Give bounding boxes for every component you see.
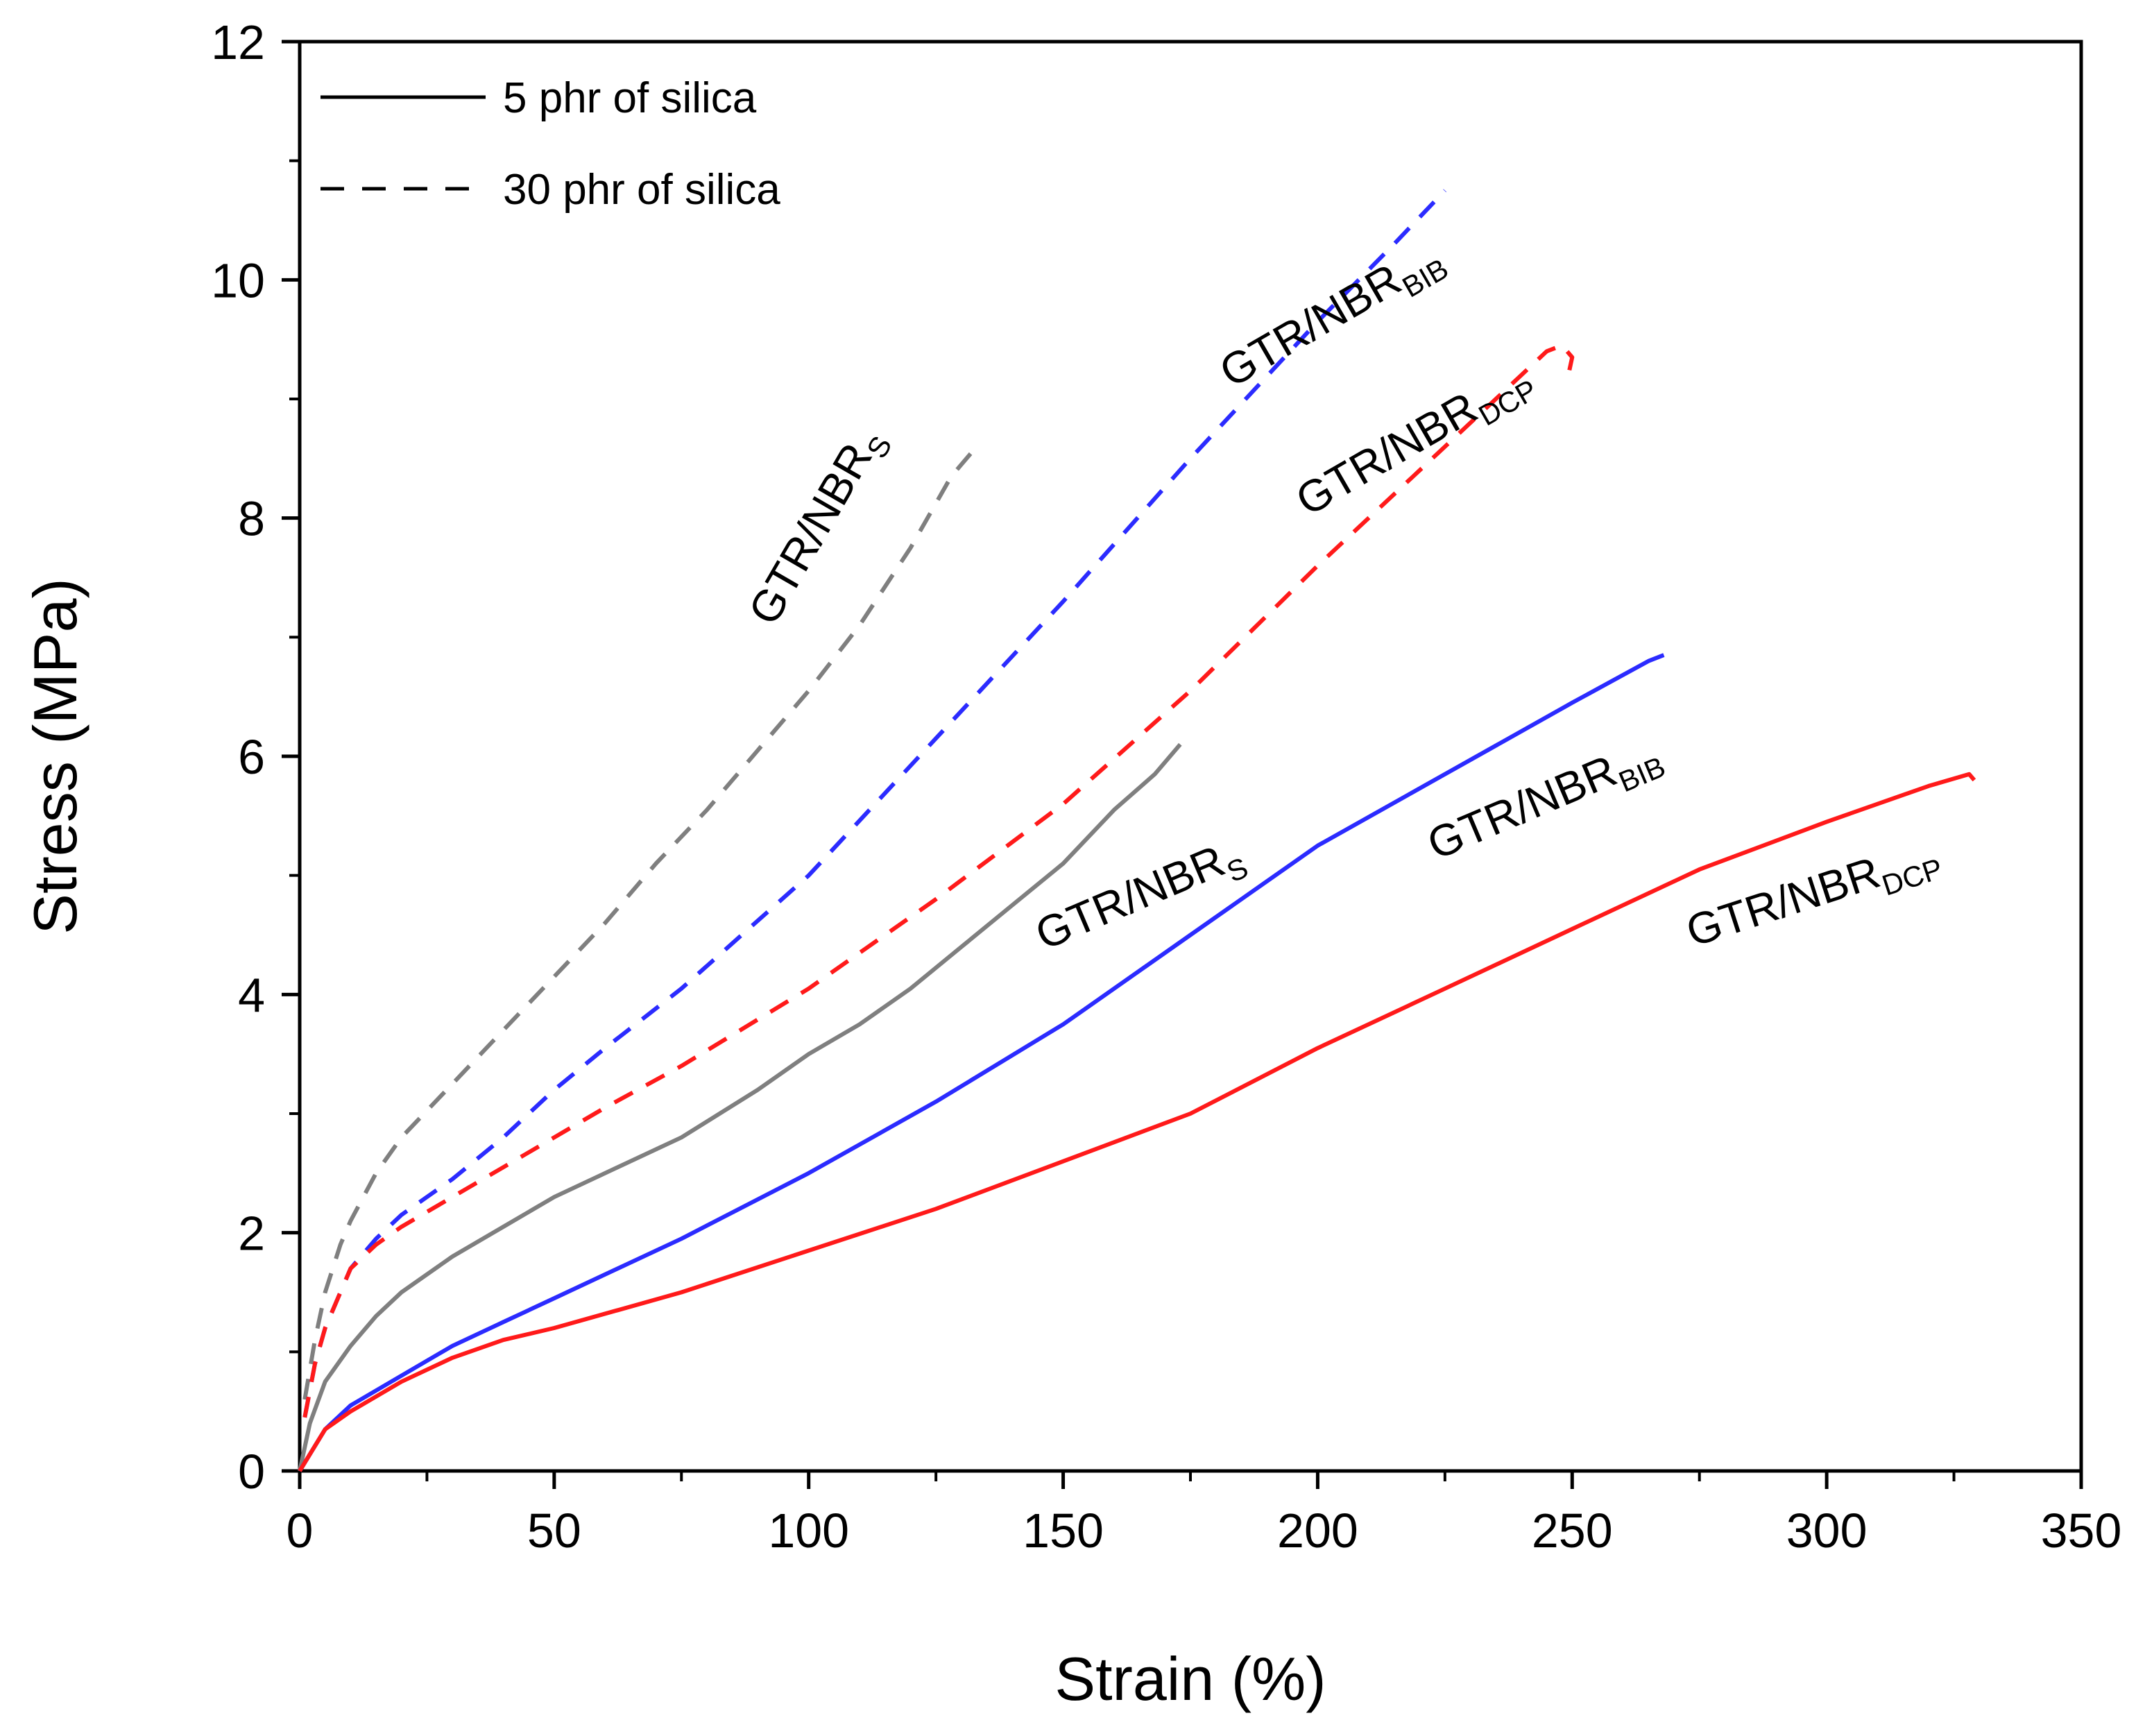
axis-tick-labels: 0 50 100 150 200 250 300 350 0 2 4 6 8 10 12 — [211, 15, 2121, 1558]
label-dash-gray: GTR/NBRS — [739, 418, 898, 636]
x-tick-label: 0 — [287, 1504, 314, 1558]
label-solid-red-sub: DCP — [1878, 852, 1947, 902]
label-dash-blue: GTR/NBRBIB — [1211, 230, 1454, 404]
label-solid-blue: GTR/NBRBIB — [1420, 727, 1670, 876]
x-tick-label: 350 — [2041, 1504, 2122, 1558]
series-line-s-dash-red — [302, 343, 1575, 1418]
series-line-s-solid-blue — [298, 653, 1665, 1472]
x-axis-title: Strain (%) — [1054, 1644, 1326, 1713]
y-tick-label: 4 — [238, 968, 265, 1022]
y-tick-label: 8 — [238, 492, 265, 546]
label-solid-blue-main: GTR/NBR — [1420, 745, 1623, 869]
y-tick-label: 6 — [238, 730, 265, 784]
legend-label-dashed: 30 phr of silica — [503, 166, 780, 214]
x-tick-label: 200 — [1277, 1504, 1358, 1558]
x-tick-label: 50 — [527, 1504, 581, 1558]
x-tick-label: 250 — [1532, 1504, 1613, 1558]
y-tick-label: 12 — [211, 15, 265, 69]
x-tick-label: 100 — [768, 1504, 849, 1558]
y-axis-title: Stress (MPa) — [21, 578, 89, 934]
label-dash-blue-main: GTR/NBR — [1211, 254, 1409, 397]
legend-label-solid: 5 phr of silica — [503, 74, 757, 122]
legend: 5 phr of silica 30 phr of silica — [321, 74, 780, 214]
y-tick-label: 2 — [238, 1207, 265, 1261]
series-labels: GTR/NBRS GTR/NBRBIB GTR/NBRDCP GTR/NBRS … — [739, 230, 1947, 967]
label-solid-red: GTR/NBRDCP — [1680, 828, 1947, 963]
y-tick-label: 0 — [238, 1445, 265, 1499]
label-solid-gray-main: GTR/NBR — [1028, 835, 1231, 960]
series-line-s-solid-gray — [298, 742, 1182, 1472]
label-solid-gray: GTR/NBRS — [1028, 828, 1252, 967]
plot-area — [298, 40, 2083, 1473]
label-dash-red: GTR/NBRDCP — [1288, 351, 1543, 531]
series-line-s-dash-gray — [302, 445, 979, 1400]
x-tick-label: 150 — [1023, 1504, 1104, 1558]
y-tick-label: 10 — [211, 253, 265, 307]
label-dash-gray-main: GTR/NBR — [739, 435, 882, 633]
label-dash-red-sub: DCP — [1473, 373, 1542, 432]
axis-ticks — [282, 40, 2083, 1489]
series-line-s-solid-red — [298, 772, 1976, 1472]
plot-border — [298, 40, 2083, 1473]
x-tick-label: 300 — [1786, 1504, 1868, 1558]
series-layer — [298, 189, 1976, 1472]
